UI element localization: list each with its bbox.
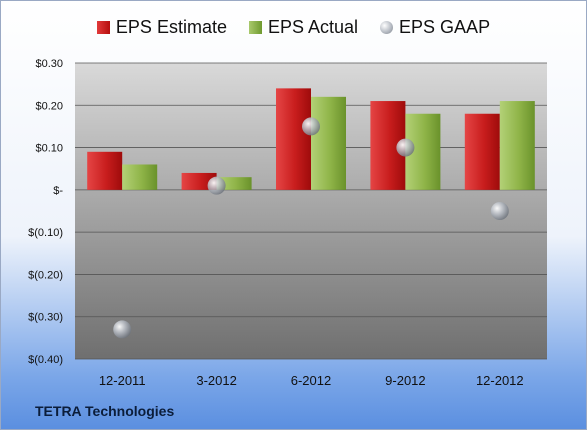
y-tick-label: $(0.20) (28, 269, 63, 281)
bar-eps-estimate (276, 88, 311, 190)
legend-item-actual: EPS Actual (248, 17, 359, 38)
legend-item-estimate: EPS Estimate (96, 17, 227, 38)
y-tick-label: $- (53, 185, 63, 197)
marker-eps-gaap (207, 176, 226, 195)
bar-eps-actual (311, 96, 346, 190)
x-tick-label: 9-2012 (385, 373, 425, 388)
y-tick-label: $0.30 (35, 58, 63, 70)
y-tick-label: $0.10 (35, 143, 63, 155)
y-tick-label: $0.20 (35, 100, 63, 112)
marker-eps-gaap (490, 202, 509, 220)
x-tick-label: 6-2012 (291, 373, 331, 388)
bar-eps-estimate (87, 151, 123, 190)
legend-swatch-actual (248, 21, 262, 34)
legend-label-actual: EPS Actual (267, 17, 359, 37)
legend-label-estimate: EPS Estimate (115, 17, 227, 37)
y-tick-label: $(0.30) (28, 312, 63, 324)
x-tick-label: 12-2012 (476, 373, 524, 388)
legend-item-gaap: EPS GAAP (380, 17, 490, 38)
bar-eps-actual (122, 164, 158, 190)
marker-eps-gaap (396, 138, 415, 157)
bar-eps-actual (499, 101, 535, 190)
y-tick-label: $(0.10) (28, 227, 63, 239)
chart-legend: EPS Estimate EPS Actual EPS GAAP (1, 17, 586, 38)
marker-eps-gaap (113, 320, 132, 339)
legend-swatch-gaap (380, 21, 394, 34)
x-tick-label: 12-2011 (99, 373, 146, 388)
legend-label-gaap: EPS GAAP (399, 17, 491, 37)
bar-eps-estimate (464, 113, 500, 190)
legend-swatch-estimate (96, 21, 110, 34)
marker-eps-gaap (302, 117, 320, 136)
company-name: TETRA Technologies (35, 403, 175, 419)
y-tick-label: $(0.40) (28, 354, 63, 366)
x-tick-label: 3-2012 (196, 373, 236, 388)
